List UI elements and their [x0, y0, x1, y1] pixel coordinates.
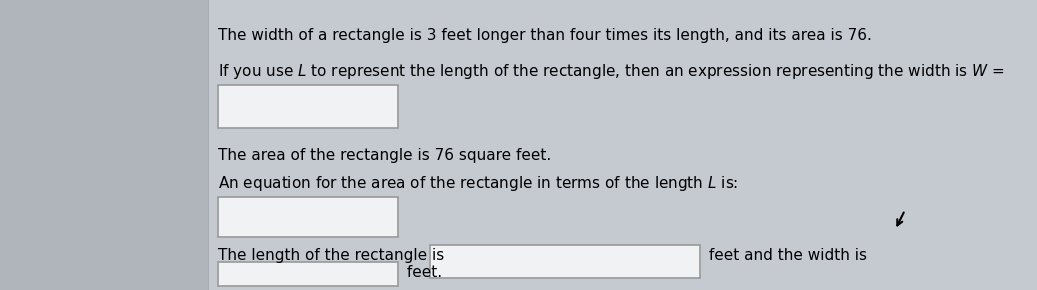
Text: If you use $\it{L}$ to represent the length of the rectangle, then an expression: If you use $\it{L}$ to represent the len…	[218, 62, 1005, 81]
Text: feet and the width is: feet and the width is	[704, 248, 867, 263]
Text: The width of a rectangle is 3 feet longer than four times its length, and its ar: The width of a rectangle is 3 feet longe…	[218, 28, 872, 43]
Text: The area of the rectangle is 76 square feet.: The area of the rectangle is 76 square f…	[218, 148, 552, 163]
Bar	[218, 197, 398, 237]
Bar	[218, 85, 398, 128]
Bar	[218, 262, 398, 286]
Text: An equation for the area of the rectangle in terms of the length $\it{L}$ is:: An equation for the area of the rectangl…	[218, 174, 738, 193]
Text: feet.: feet.	[402, 265, 442, 280]
Text: The length of the rectangle is: The length of the rectangle is	[218, 248, 449, 263]
Bar	[430, 245, 700, 278]
Bar	[0, 0, 208, 290]
